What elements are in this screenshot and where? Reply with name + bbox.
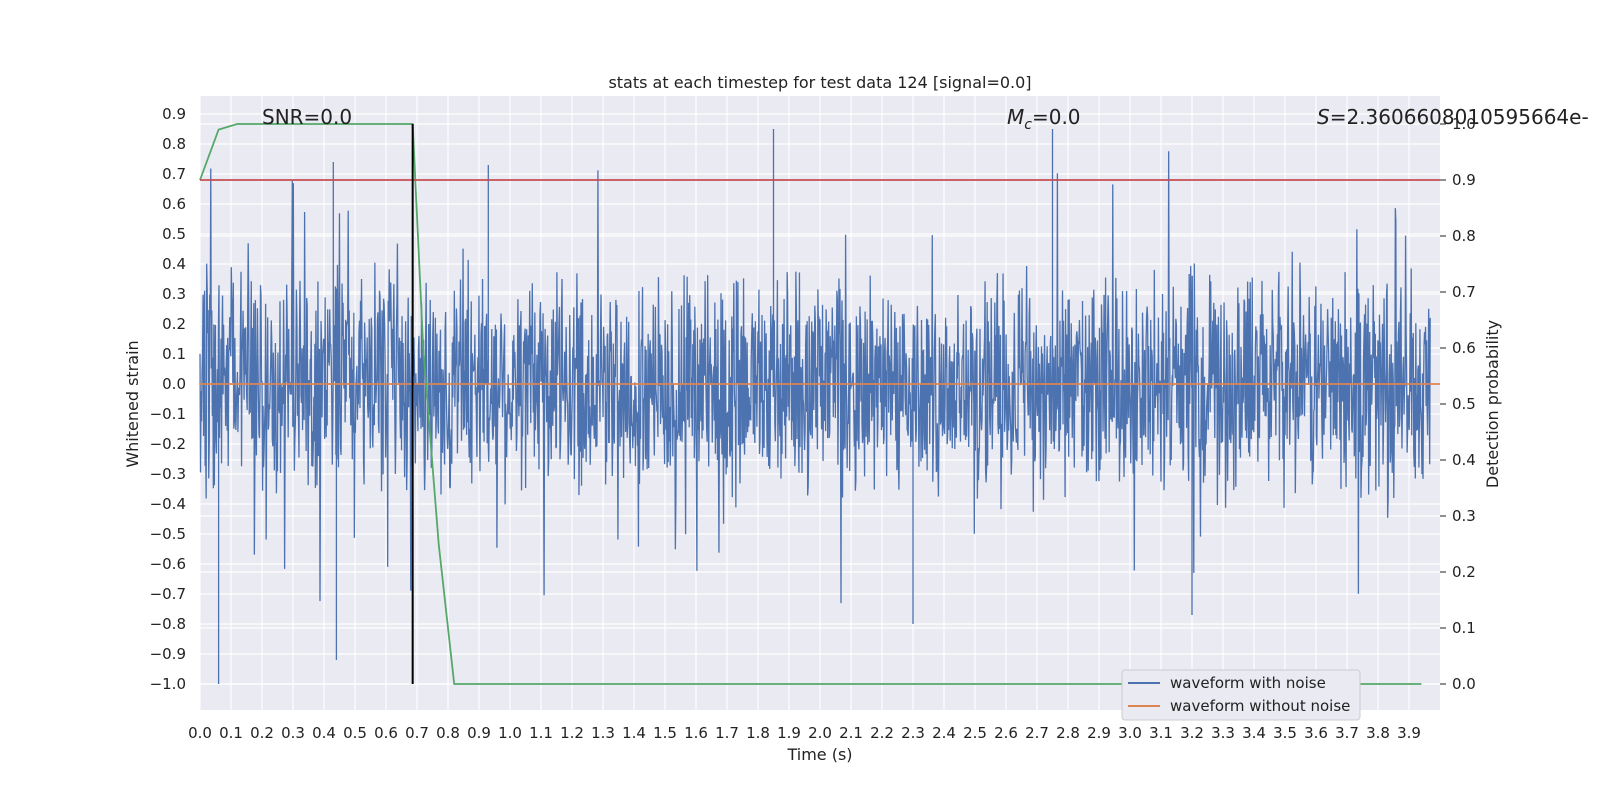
x-axis-ticks: 0.0 0.1 0.2 0.3 0.4 0.5 0.6 0.7 0.8 0.9 1.0 1.1 1.2 1… (188, 724, 1421, 742)
x-tick-label: 3.4 (1242, 724, 1266, 742)
annotation-snr: SNR=0.0 (262, 105, 352, 129)
y-left-tick-label: −0.8 (150, 615, 186, 633)
x-tick-label: 0.2 (250, 724, 274, 742)
y-left-tick-label: −0.5 (150, 525, 186, 543)
y-right-tick-label: 0.9 (1452, 171, 1476, 189)
y-axis-right-ticks: 0.0 0.1 0.2 0.3 0.4 0.5 0.6 0.7 0.8 0.9 1.0 (1440, 115, 1476, 693)
y-left-tick-label: −0.9 (150, 645, 186, 663)
y-left-tick-label: 0.5 (162, 225, 186, 243)
x-tick-label: 0.3 (281, 724, 305, 742)
x-tick-label: 1.2 (560, 724, 584, 742)
series-detection-probability (199, 123, 1422, 685)
x-tick-label: 0.9 (467, 724, 491, 742)
y-left-tick-label: −0.4 (150, 495, 186, 513)
y-right-tick-label: 0.5 (1452, 395, 1476, 413)
x-tick-label: 1.6 (684, 724, 708, 742)
x-tick-label: 2.9 (1087, 724, 1111, 742)
x-tick-label: 1.8 (746, 724, 770, 742)
y-right-tick-label: 0.8 (1452, 227, 1476, 245)
x-tick-label: 0.7 (405, 724, 429, 742)
x-tick-label: 3.8 (1366, 724, 1390, 742)
x-tick-label: 1.4 (622, 724, 646, 742)
legend-box (1121, 669, 1361, 721)
y-right-tick-label: 1.0 (1452, 115, 1476, 133)
x-tick-label: 2.3 (901, 724, 925, 742)
x-tick-label: 0.5 (343, 724, 367, 742)
annotation-mc-value: =0.0 (1032, 105, 1081, 129)
y-left-tick-label: 0.2 (162, 315, 186, 333)
x-tick-label: 2.6 (994, 724, 1018, 742)
y-left-tick-label: −0.1 (150, 405, 186, 423)
annotation-s: S=2.360660801059566​4e- (1317, 105, 1589, 129)
legend-label-noise: waveform with noise (1170, 674, 1326, 692)
x-tick-label: 3.0 (1118, 724, 1142, 742)
x-tick-label: 3.7 (1335, 724, 1359, 742)
x-tick-label: 1.5 (653, 724, 677, 742)
x-tick-label: 2.2 (870, 724, 894, 742)
x-tick-label: 2.7 (1025, 724, 1049, 742)
y-right-tick-label: 0.0 (1452, 675, 1476, 693)
y-left-tick-label: 0.6 (162, 195, 186, 213)
y-left-tick-label: 0.3 (162, 285, 186, 303)
x-tick-label: 2.8 (1056, 724, 1080, 742)
x-tick-label: 1.0 (498, 724, 522, 742)
y-left-tick-label: −0.3 (150, 465, 186, 483)
chart-title: stats at each timestep for test data 124… (608, 73, 1031, 92)
x-tick-label: 0.1 (219, 724, 243, 742)
y-left-tick-label: −1.0 (150, 675, 186, 693)
y-right-tick-label: 0.1 (1452, 619, 1476, 637)
y-left-tick-label: −0.6 (150, 555, 186, 573)
x-tick-label: 1.3 (591, 724, 615, 742)
x-axis-label: Time (s) (786, 745, 852, 764)
y-right-tick-label: 0.6 (1452, 339, 1476, 357)
y-right-tick-label: 0.3 (1452, 507, 1476, 525)
y-axis-left-label: Whitened strain (123, 340, 142, 467)
x-tick-label: 3.5 (1273, 724, 1297, 742)
x-tick-label: 0.6 (374, 724, 398, 742)
y-left-tick-label: 0.8 (162, 135, 186, 153)
x-tick-label: 3.2 (1180, 724, 1204, 742)
x-tick-label: 3.6 (1304, 724, 1328, 742)
y-left-tick-label: 0.7 (162, 165, 186, 183)
x-tick-label: 1.1 (529, 724, 553, 742)
x-tick-label: 2.5 (963, 724, 987, 742)
annotation-s-value: =2.360660801059566​4e- (1330, 105, 1589, 129)
y-left-tick-label: 0.4 (162, 255, 186, 273)
legend-label-clean: waveform without noise (1170, 697, 1350, 715)
legend: waveform with noise waveform without noi… (1121, 669, 1361, 721)
waveform-with-noise-line (199, 129, 1431, 684)
series-waveform-with-noise (199, 129, 1431, 684)
x-tick-label: 2.1 (839, 724, 863, 742)
x-tick-label: 3.1 (1149, 724, 1173, 742)
y-left-tick-label: 0.0 (162, 375, 186, 393)
y-right-tick-label: 0.7 (1452, 283, 1476, 301)
y-left-tick-label: 0.9 (162, 105, 186, 123)
y-left-tick-label: −0.2 (150, 435, 186, 453)
x-tick-label: 0.4 (312, 724, 336, 742)
y-axis-right-label: Detection probability (1483, 320, 1502, 488)
annotation-mc: Mc=0.0 (1007, 105, 1081, 133)
y-right-tick-label: 0.2 (1452, 563, 1476, 581)
x-tick-label: 1.7 (715, 724, 739, 742)
annotation-s-symbol: S (1317, 105, 1330, 129)
x-tick-label: 0.0 (188, 724, 212, 742)
x-tick-label: 0.8 (436, 724, 460, 742)
series-lines (199, 123, 1440, 685)
x-tick-label: 2.4 (932, 724, 956, 742)
y-axis-left-ticks: 0.9 0.8 0.7 0.6 0.5 0.4 0.3 0.2 0.1 0.0 −0.1 −0.2 −0… (150, 105, 186, 693)
y-right-tick-label: 0.4 (1452, 451, 1476, 469)
y-left-tick-label: −0.7 (150, 585, 186, 603)
x-tick-label: 3.3 (1211, 724, 1235, 742)
x-tick-label: 3.9 (1397, 724, 1421, 742)
annotation-mc-symbol: M (1007, 105, 1024, 129)
y-left-tick-label: 0.1 (162, 345, 186, 363)
x-tick-label: 1.9 (777, 724, 801, 742)
x-tick-label: 2.0 (808, 724, 832, 742)
annotation-mc-subscript: c (1024, 117, 1032, 133)
